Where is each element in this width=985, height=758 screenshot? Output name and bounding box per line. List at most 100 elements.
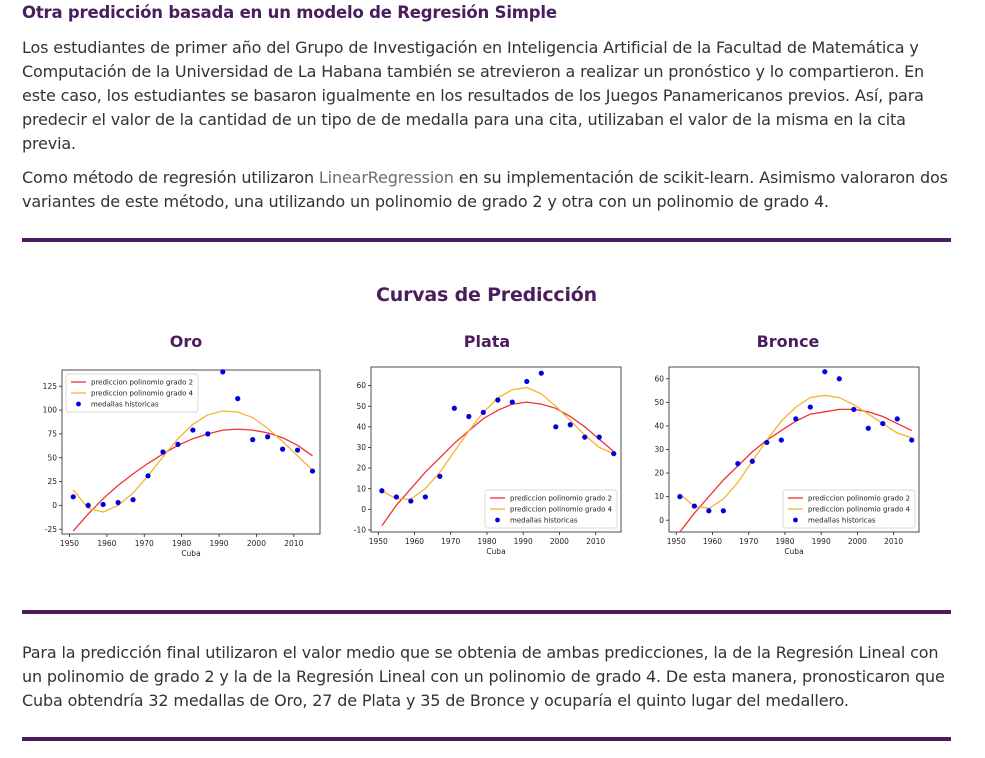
x-tick-label: 1990 [514,537,533,546]
historical-point [735,461,741,467]
legend-label: medallas historicas [808,517,876,525]
y-tick-label: 40 [356,422,366,431]
y-tick-label: 30 [356,443,366,452]
legend-box [65,373,199,413]
x-tick-label: 1960 [405,537,424,546]
y-tick-label: 0 [52,501,57,510]
figure-title: Curvas de Predicción [376,284,597,306]
x-tick-label: 2000 [550,537,569,546]
historical-point [538,370,544,376]
conclusion-paragraph: Para la predicción final utilizaron el v… [22,643,945,710]
y-tick-label: 50 [47,453,57,462]
x-tick-label: 1960 [703,537,722,546]
historical-point [160,449,166,455]
historical-point [250,437,256,443]
historical-point [720,508,726,514]
historical-point [145,473,151,479]
legend-label: prediccion polinomio grado 4 [808,506,911,514]
method-text-after: en su implementación de scikit-learn. As… [22,168,948,211]
legend-swatch [793,517,798,523]
y-tick-label: 40 [654,422,664,431]
x-axis-label: Cuba [784,547,803,556]
historical-point [451,405,457,411]
historical-point [691,503,697,509]
x-tick-label: 2010 [586,537,605,546]
historical-point [524,378,530,385]
y-tick-label: 60 [654,374,664,383]
y-tick-label: 100 [43,406,58,415]
chart-bronce: 1950 1960 1970 1980 1990 2000 2010 0 10 20 30 40 50 6… [654,366,920,556]
historical-point [393,494,399,500]
historical-point [85,502,91,508]
historical-point [190,427,196,433]
historical-point [894,416,900,422]
historical-point [480,409,486,415]
historical-point [280,446,286,452]
historical-point [677,494,683,500]
historical-point [553,424,559,430]
chart-title-oro: Oro [169,332,203,351]
y-tick-label: 20 [356,464,366,473]
x-tick-label: 1970 [441,537,460,546]
historical-point [865,425,871,431]
historical-point [793,416,799,422]
x-tick-label: 1950 [667,537,686,546]
historical-point [379,488,385,494]
x-axis-label: Cuba [181,549,200,558]
y-tick-label: 25 [47,477,57,486]
y-tick-label: 50 [654,398,664,407]
x-tick-label: 2000 [247,539,266,548]
legend-label: prediccion polinomio grado 2 [808,495,910,503]
y-tick-label: -10 [354,526,366,535]
historical-point [466,413,472,420]
historical-point [205,431,211,437]
historical-point [265,434,271,440]
x-tick-label: 1950 [369,537,388,546]
historical-point [880,420,886,427]
historical-point [851,406,857,413]
y-tick-label: 75 [47,429,57,438]
historical-point [309,468,316,474]
linear-regression-link[interactable]: LinearRegression [318,168,454,187]
chart-oro: 1950 1960 1970 1980 1990 2000 2010 -25 0 25 50 75 10… [43,369,321,558]
historical-point [408,498,414,504]
historical-point [70,494,76,500]
chart-plata: 1950 1960 1970 1980 1990 2000 2010 -10 0 10 20 30 40… [354,366,622,556]
y-tick-label: -25 [45,525,57,534]
x-tick-label: 1990 [812,537,831,546]
y-tick-label: 50 [356,402,366,411]
historical-point [422,494,428,500]
historical-point [836,376,842,382]
legend-label: medallas historicas [510,517,578,525]
historical-point [235,396,241,402]
historical-point [909,437,915,443]
legend-swatch [495,517,500,523]
legend-label: prediccion polinomio grado 4 [510,506,613,514]
historical-point [495,397,501,403]
x-axis-label: Cuba [486,547,505,556]
x-tick-label: 1990 [209,539,228,548]
historical-point [807,404,813,410]
x-tick-label: 2000 [848,537,867,546]
historical-point [115,499,121,506]
historical-point [220,369,226,375]
section-heading: Otra predicción basada en un modelo de R… [22,3,557,22]
y-tick-label: 60 [356,381,366,390]
legend-label: prediccion polinomio grado 2 [510,495,612,503]
x-tick-label: 1950 [60,539,79,548]
historical-point [611,451,617,457]
historical-point [822,369,828,375]
x-tick-label: 1980 [775,537,794,546]
x-tick-label: 2010 [884,537,903,546]
chart-title-plata: Plata [463,332,511,351]
poly4-line [679,394,913,510]
historical-point [100,501,106,508]
historical-point [437,473,443,479]
historical-point [130,497,136,503]
legend-label: prediccion polinomio grado 4 [91,390,194,398]
x-tick-label: 1970 [739,537,758,546]
poly2-line [72,428,313,532]
historical-point [749,458,755,464]
legend-label: prediccion polinomio grado 2 [91,379,193,387]
